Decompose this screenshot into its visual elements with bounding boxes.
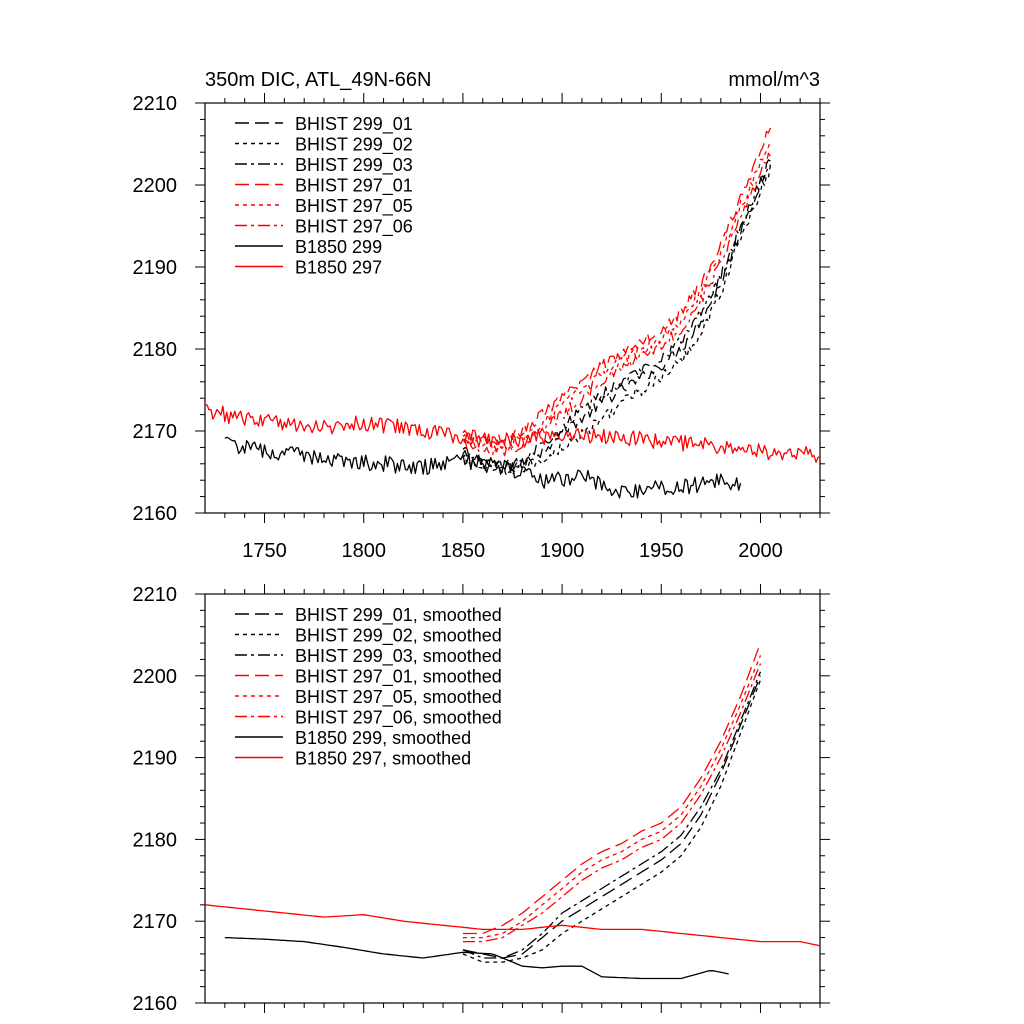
legend-label: BHIST 299_01, smoothed <box>295 605 502 626</box>
x-tick-label: 1900 <box>540 540 585 562</box>
y-tick-label: 2200 <box>133 175 178 197</box>
legend-label: BHIST 297_01 <box>295 176 413 197</box>
series-line <box>462 663 762 943</box>
series-line <box>462 140 772 452</box>
plot-frame <box>204 593 821 1004</box>
series-line <box>462 159 771 472</box>
series-line <box>462 165 772 477</box>
legend-label: BHIST 297_01, smoothed <box>295 667 502 688</box>
legend-label: BHIST 297_06, smoothed <box>295 708 502 729</box>
series-line <box>462 671 762 959</box>
legend-label: BHIST 299_02, smoothed <box>295 626 502 647</box>
x-tick-label: 2000 <box>738 540 783 562</box>
series-line <box>204 404 821 463</box>
legend-label: B1850 299, smoothed <box>295 728 471 748</box>
figure-title: 350m DIC, ATL_49N-66N <box>205 69 431 91</box>
legend-label: BHIST 299_02 <box>295 135 413 156</box>
bottom-panel: 2160 2170 2180 2190 2200 2210 BHIST 299_01, sm… <box>133 584 830 1015</box>
series-line <box>204 904 821 947</box>
legend-label: BHIST 297_05, smoothed <box>295 687 502 708</box>
y-tick-label: 2200 <box>133 666 178 688</box>
series-line <box>462 127 772 446</box>
y-tick-label: 2170 <box>133 421 178 443</box>
series-line <box>462 152 771 457</box>
series-line <box>462 642 762 935</box>
series-line <box>224 436 742 499</box>
legend-label: BHIST 299_03 <box>295 155 413 176</box>
plot-frame <box>204 102 821 514</box>
series-line <box>462 679 762 963</box>
y-tick-label: 2210 <box>133 93 178 115</box>
y-tick-label: 2180 <box>133 829 178 851</box>
series-line <box>224 936 729 980</box>
series-line <box>462 675 762 959</box>
y-tick-label: 2210 <box>133 584 178 606</box>
x-tick-label: 1950 <box>639 540 684 562</box>
legend-label: B1850 299 <box>295 237 382 257</box>
legend-label: BHIST 299_03, smoothed <box>295 646 502 667</box>
y-tick-label: 2160 <box>133 503 178 525</box>
y-tick-label: 2170 <box>133 911 178 933</box>
legend-label: B1850 297 <box>295 258 382 278</box>
y-tick-label: 2190 <box>133 257 178 279</box>
series-line <box>462 164 771 474</box>
series-line <box>462 655 762 939</box>
top-panel: 1750 1800 1850 1900 1950 2000 2160 2170 2180 2190… <box>133 93 830 562</box>
y-tick-label: 2180 <box>133 339 178 361</box>
y-tick-label: 2160 <box>133 993 178 1015</box>
legend-label: B1850 297, smoothed <box>295 749 471 769</box>
legend-label: BHIST 299_01 <box>295 114 413 135</box>
x-tick-label: 1750 <box>242 540 287 562</box>
x-tick-label: 1850 <box>441 540 486 562</box>
units-label: mmol/m^3 <box>728 69 820 91</box>
legend-label: BHIST 297_06 <box>295 217 413 238</box>
y-tick-label: 2190 <box>133 748 178 770</box>
legend-label: BHIST 297_05 <box>295 196 413 217</box>
x-tick-label: 1800 <box>341 540 386 562</box>
